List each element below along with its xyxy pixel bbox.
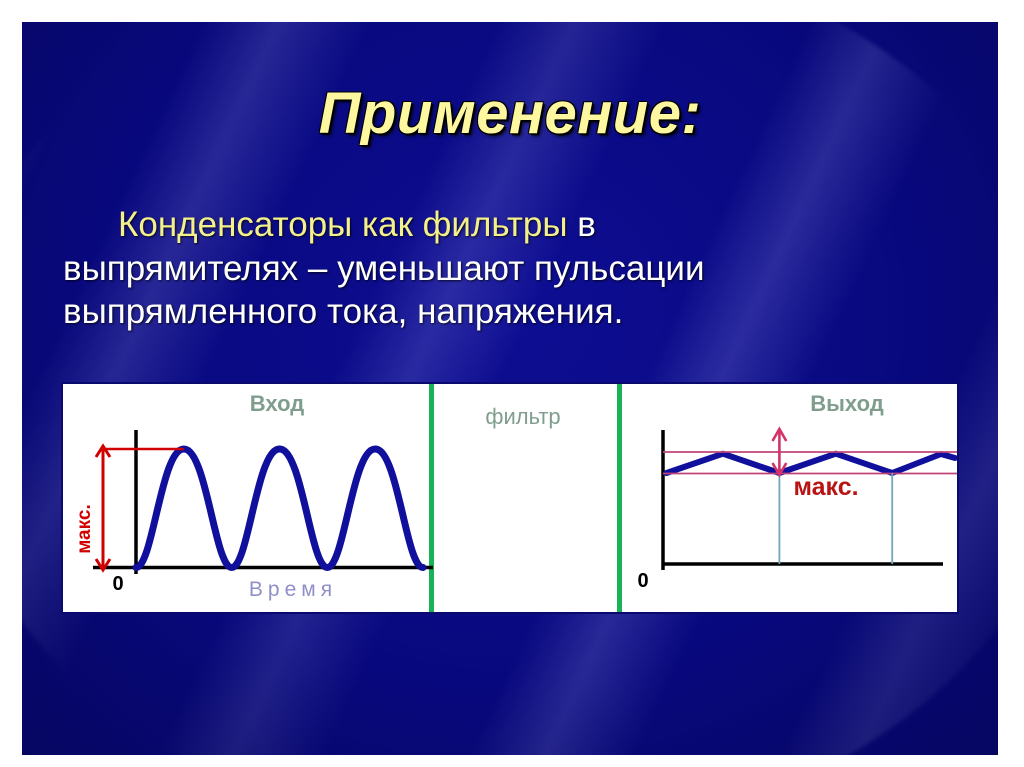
svg-text:макс.: макс. bbox=[74, 504, 95, 553]
svg-text:0: 0 bbox=[112, 573, 123, 595]
svg-text:фильтр: фильтр bbox=[485, 404, 560, 429]
svg-text:Вход: Вход bbox=[250, 391, 304, 416]
svg-text:макс.: макс. bbox=[793, 473, 858, 501]
svg-text:0: 0 bbox=[637, 570, 648, 592]
svg-text:Выход: Выход bbox=[810, 391, 884, 416]
svg-text:Время: Время bbox=[249, 578, 337, 601]
